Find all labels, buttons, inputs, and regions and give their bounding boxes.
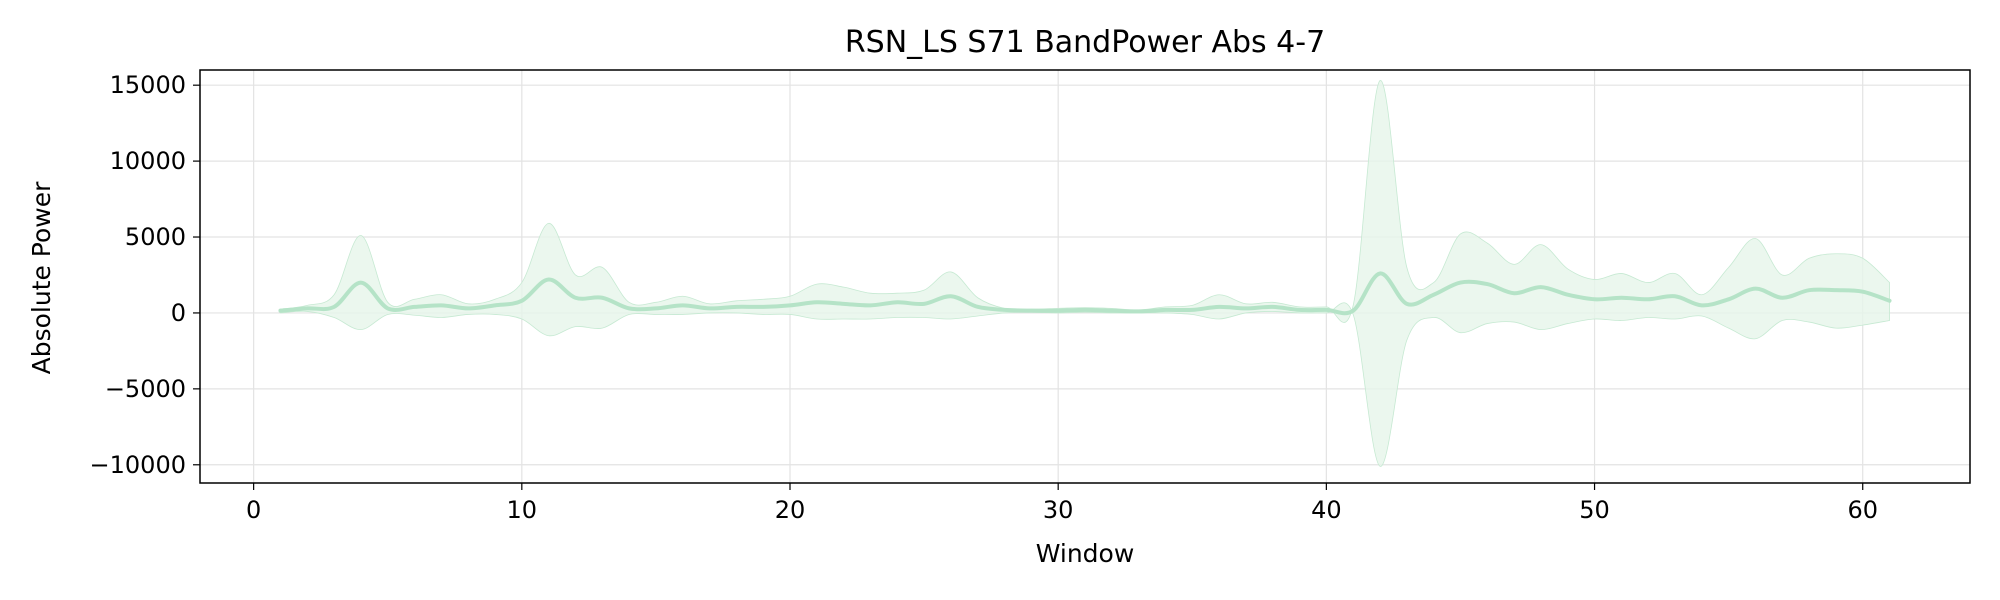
x-axis-label: Window [1036, 539, 1135, 568]
band-area [280, 80, 1890, 467]
y-tick-label: −10000 [90, 451, 186, 479]
axis-ticks: 0 10 20 30 40 50 60 −10000 −5000 0 5000 10000 15000 [90, 71, 1878, 524]
x-tick-label: 30 [1043, 496, 1074, 524]
y-tick-label: −5000 [105, 375, 186, 403]
mean-line [278, 271, 1892, 316]
grid [200, 70, 1970, 483]
x-tick-label: 50 [1579, 496, 1610, 524]
chart-title: RSN_LS S71 BandPower Abs 4-7 [845, 25, 1325, 60]
x-tick-label: 10 [507, 496, 538, 524]
y-tick-label: 15000 [110, 71, 186, 99]
y-tick-label: 5000 [125, 223, 186, 251]
plot-frame [199, 69, 1971, 484]
x-tick-label: 60 [1847, 496, 1878, 524]
x-tick-label: 0 [246, 496, 261, 524]
y-tick-label: 10000 [110, 147, 186, 175]
x-tick-label: 40 [1311, 496, 1342, 524]
y-tick-label: 0 [171, 299, 186, 327]
x-tick-label: 20 [775, 496, 806, 524]
y-axis-label: Absolute Power [27, 181, 56, 375]
confidence-band [280, 80, 1890, 467]
series-line [278, 271, 1892, 316]
